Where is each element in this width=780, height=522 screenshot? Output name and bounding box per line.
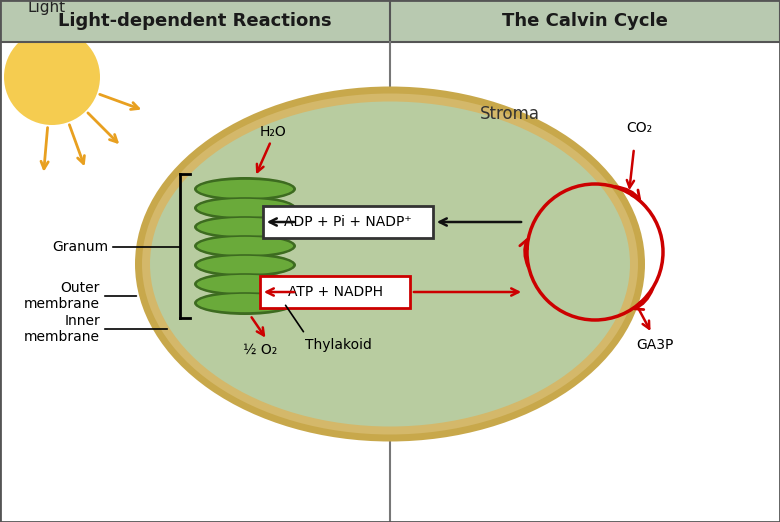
Text: ATP + NADPH: ATP + NADPH (288, 285, 382, 299)
Ellipse shape (194, 196, 296, 220)
Text: GA3P: GA3P (636, 338, 674, 352)
Text: Stroma: Stroma (480, 105, 540, 123)
Ellipse shape (196, 236, 294, 256)
Text: Light-dependent Reactions: Light-dependent Reactions (58, 12, 332, 30)
Ellipse shape (194, 177, 296, 201)
Ellipse shape (150, 101, 630, 426)
Ellipse shape (194, 291, 296, 315)
Ellipse shape (194, 272, 296, 296)
Text: Granum: Granum (52, 240, 108, 254)
Ellipse shape (135, 87, 645, 442)
Text: H₂O: H₂O (260, 125, 286, 139)
Ellipse shape (194, 253, 296, 277)
FancyBboxPatch shape (260, 276, 410, 308)
Ellipse shape (196, 255, 294, 275)
Ellipse shape (194, 215, 296, 239)
Text: The Calvin Cycle: The Calvin Cycle (502, 12, 668, 30)
Ellipse shape (196, 293, 294, 313)
Ellipse shape (196, 198, 294, 218)
FancyBboxPatch shape (263, 206, 433, 238)
Bar (0, 0, 780, 42)
Ellipse shape (196, 274, 294, 294)
Text: Outer
membrane: Outer membrane (24, 281, 100, 311)
Text: ADP + Pi + NADP⁺: ADP + Pi + NADP⁺ (284, 215, 412, 229)
Ellipse shape (196, 179, 294, 199)
Text: ½ O₂: ½ O₂ (243, 343, 277, 357)
Ellipse shape (142, 93, 638, 434)
Text: Thylakoid: Thylakoid (305, 338, 372, 352)
Text: Inner
membrane: Inner membrane (24, 314, 100, 344)
Text: Light: Light (28, 0, 66, 15)
Ellipse shape (4, 29, 100, 125)
Ellipse shape (194, 234, 296, 258)
Ellipse shape (196, 217, 294, 237)
Text: CO₂: CO₂ (626, 121, 652, 135)
